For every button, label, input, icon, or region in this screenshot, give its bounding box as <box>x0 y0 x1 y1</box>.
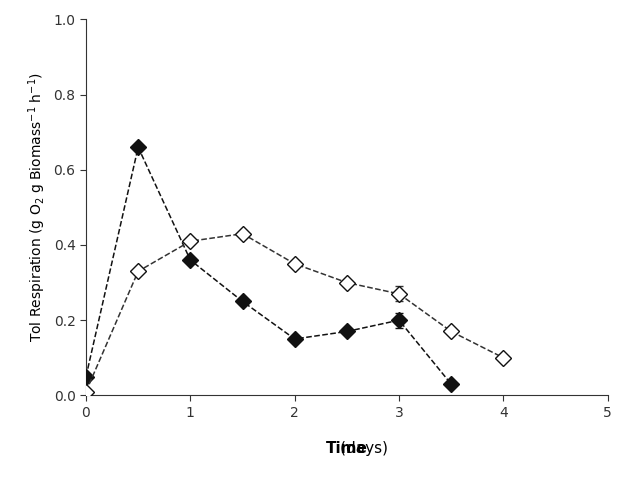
Text: Time: Time <box>326 441 368 456</box>
Y-axis label: Tol Respiration (g O$_2$ g Biomass$^{-1}$ h$^{-1}$): Tol Respiration (g O$_2$ g Biomass$^{-1}… <box>26 73 48 342</box>
Text: (days): (days) <box>306 441 388 456</box>
